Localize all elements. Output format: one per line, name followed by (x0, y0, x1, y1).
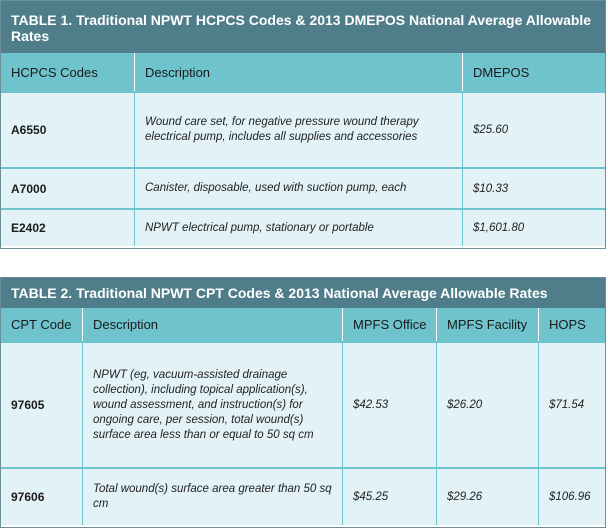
mpfs-office-value: $45.25 (343, 469, 437, 525)
table-2-header: CPT Code Description MPFS Office MPFS Fa… (1, 308, 605, 341)
hops-value: $106.96 (549, 491, 591, 503)
hops-value: $71.54 (549, 399, 585, 411)
mpfs-facility-value: $29.26 (437, 469, 539, 525)
description-cell: NPWT (eg, vacuum-assisted drainage colle… (83, 343, 343, 467)
table-1-header: HCPCS Codes Description DMEPOS (1, 53, 605, 91)
header-description: Description (135, 53, 463, 91)
table-row: A7000 Canister, disposable, used with su… (1, 167, 605, 208)
header-description: Description (83, 308, 343, 341)
mpfs-office-value: $42.53 (343, 343, 437, 467)
dmepos-value: $10.33 (473, 182, 509, 195)
hcpcs-code: A7000 (1, 169, 135, 208)
header-mpfs-facility: MPFS Facility (437, 308, 539, 341)
dmepos-value: $1,601.80 (473, 222, 525, 234)
header-mpfs-office: MPFS Office (343, 308, 437, 341)
description-cell: NPWT electrical pump, stationary or port… (135, 210, 463, 246)
description-cell: Wound care set, for negative pressure wo… (135, 93, 463, 167)
header-cpt-code: CPT Code (1, 308, 83, 341)
hcpcs-code: A6550 (1, 93, 135, 167)
cpt-code: 97606 (1, 469, 83, 525)
table-row: E2402 NPWT electrical pump, stationary o… (1, 208, 605, 246)
dmepos-value: $25.60 (473, 124, 509, 136)
description-cell: Total wound(s) surface area greater than… (83, 469, 343, 525)
header-hcpcs-codes: HCPCS Codes (1, 53, 135, 91)
table-1-title: TABLE 1. Traditional NPWT HCPCS Codes & … (1, 1, 605, 53)
header-hops: HOPS (549, 317, 586, 332)
cpt-code: 97605 (1, 343, 83, 467)
table-2-title: TABLE 2. Traditional NPWT CPT Codes & 20… (1, 278, 605, 308)
mpfs-facility-value: $26.20 (437, 343, 539, 467)
description-cell: Canister, disposable, used with suction … (135, 169, 463, 208)
header-dmepos: DMEPOS (473, 64, 530, 80)
table-1: TABLE 1. Traditional NPWT HCPCS Codes & … (0, 0, 606, 249)
table-2: TABLE 2. Traditional NPWT CPT Codes & 20… (0, 277, 606, 528)
table-row: A6550 Wound care set, for negative press… (1, 91, 605, 167)
table-row: 97606 Total wound(s) surface area greate… (1, 467, 605, 525)
hcpcs-code: E2402 (1, 210, 135, 246)
table-row: 97605 NPWT (eg, vacuum-assisted drainage… (1, 341, 605, 467)
